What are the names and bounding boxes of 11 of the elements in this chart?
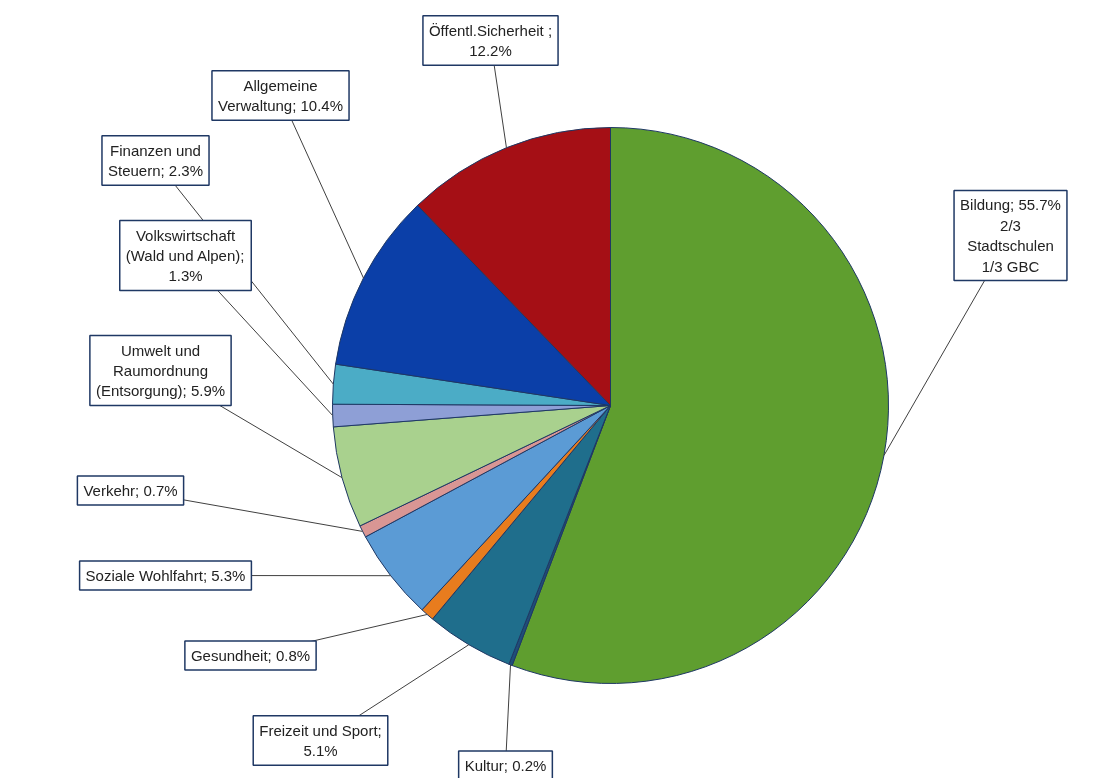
data-label: Finanzen und Steuern; 2.3% bbox=[107, 141, 204, 180]
data-label: Soziale Wohlfahrt; 5.3% bbox=[85, 567, 246, 584]
data-label: Gesundheit; 0.8% bbox=[190, 647, 311, 664]
data-label: Volkswirtschaft (Wald und Alpen); 1.3% bbox=[125, 226, 245, 285]
data-label: Allgemeine Verwaltung; 10.4% bbox=[217, 76, 344, 115]
data-label: Verkehr; 0.7% bbox=[83, 482, 178, 499]
data-label: Freizeit und Sport; 5.1% bbox=[259, 721, 382, 760]
data-label: Kultur; 0.2% bbox=[464, 757, 547, 774]
data-label: Umwelt und Raumordnung (Entsorgung); 5.9% bbox=[95, 341, 226, 400]
data-label: Bildung; 55.7% 2/3 Stadtschulen 1/3 GBC bbox=[960, 196, 1061, 275]
data-label: Öffentl.Sicherheit ; 12.2% bbox=[428, 21, 553, 60]
